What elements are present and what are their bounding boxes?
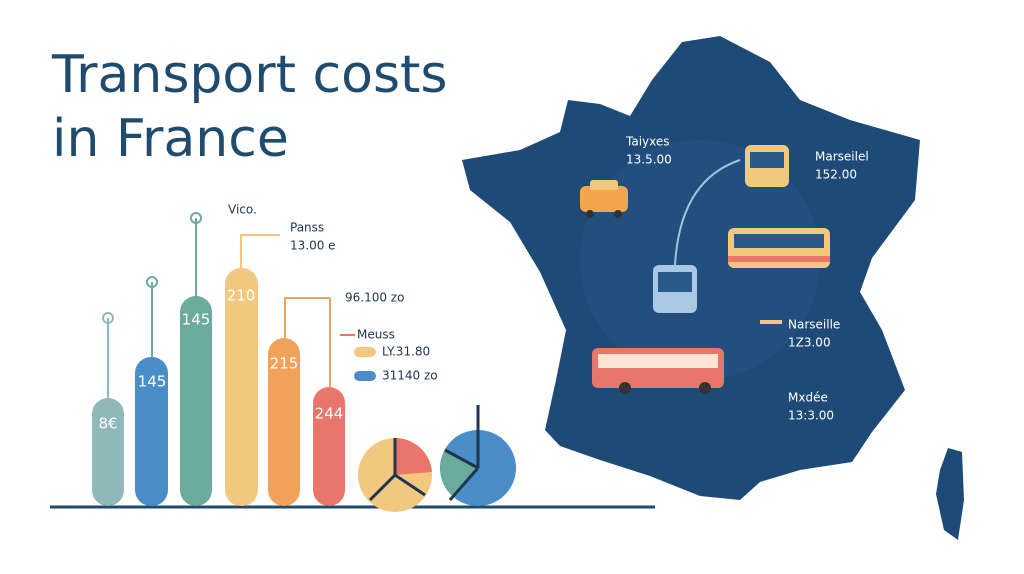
title-line: Transport costs <box>51 45 448 105</box>
taxi-icon <box>580 180 628 218</box>
legend-swatch <box>354 347 376 357</box>
map-label: Marseilel <box>815 150 869 164</box>
bus-icon <box>728 228 830 268</box>
map-value: 13.5.00 <box>626 153 672 167</box>
callout-label: Panss <box>290 221 324 235</box>
stem-cap <box>190 212 202 224</box>
leader <box>284 297 330 338</box>
route <box>674 159 741 266</box>
bar-label: 215 <box>270 355 299 373</box>
bar-label: 244 <box>315 405 344 423</box>
stem-cap <box>146 276 158 288</box>
map-value: 1Z3.00 <box>788 336 831 350</box>
pie-slice <box>440 450 478 498</box>
legend-label: LY.31.80 <box>382 345 430 359</box>
pie-line <box>368 438 426 502</box>
bar-label: 8€ <box>98 415 117 433</box>
map-label: Taiyxes <box>625 135 670 149</box>
map-label: Narseille <box>788 318 840 332</box>
map-value: 152.00 <box>815 168 857 182</box>
bus-icon <box>745 145 789 187</box>
bus-icon <box>653 265 697 313</box>
bar <box>180 296 212 506</box>
map-value: 13:3.00 <box>788 409 834 423</box>
callout-value: 96.100 zo <box>345 291 404 305</box>
labels: 8€ 145 145 210 215 244 Vico. Panss 13.00 e 96.100… <box>98 135 868 433</box>
bar <box>92 398 124 506</box>
leader <box>240 234 280 268</box>
bar-label: 210 <box>227 287 256 305</box>
bar <box>268 338 300 506</box>
callout-label: Meuss <box>357 328 395 342</box>
bar-label: 145 <box>182 311 211 329</box>
bar-label: 145 <box>138 373 167 391</box>
bus-icon <box>592 348 724 394</box>
title-line: in France <box>52 109 289 169</box>
bar <box>135 357 168 506</box>
bar <box>225 268 258 506</box>
map-corsica <box>936 448 964 540</box>
bar-group <box>50 212 655 512</box>
pie-slice <box>395 437 432 475</box>
callout-label: Vico. <box>228 203 257 217</box>
legend-swatch <box>354 371 376 381</box>
bar <box>313 387 345 506</box>
callout-value: 13.00 e <box>290 239 336 253</box>
stem-cap <box>102 312 114 324</box>
pie-line <box>444 405 480 501</box>
legend-label: 31140 zo <box>382 369 438 383</box>
map-label: Mxdée <box>788 391 828 405</box>
